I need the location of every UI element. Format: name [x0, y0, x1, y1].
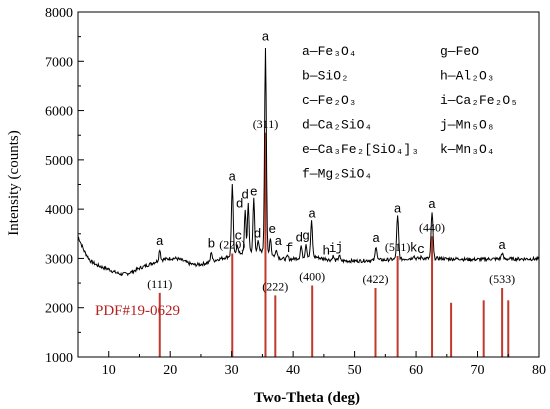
legend-entry: i—Ca₂Fe₂O₅ — [440, 93, 518, 108]
x-tick-label: 80 — [532, 363, 546, 378]
peak-marker: i — [329, 241, 337, 256]
peak-marker: b — [207, 237, 215, 252]
peak-marker: d — [295, 231, 303, 246]
peak-marker: a — [228, 170, 236, 185]
peak-marker: c — [235, 229, 243, 244]
peak-marker: a — [156, 234, 164, 249]
peak-marker: c — [417, 242, 425, 257]
reference-hkl-label: (533) — [489, 272, 515, 286]
y-tick-label: 1000 — [45, 351, 73, 366]
reference-hkl-label: (222) — [262, 279, 288, 293]
plot-frame — [77, 11, 540, 358]
legend-entry: g—FeO — [440, 44, 479, 59]
legend-entry: c—Fe₂O₃ — [302, 93, 357, 108]
y-axis-label: Intensity (counts) — [6, 130, 22, 235]
reference-hkl-label: (111) — [147, 277, 172, 291]
reference-hkl-label: (422) — [362, 272, 388, 286]
y-tick-label: 5000 — [45, 154, 73, 169]
y-tick-label: 4000 — [45, 203, 73, 218]
x-tick-label: 60 — [409, 363, 423, 378]
peak-marker: a — [308, 206, 316, 221]
y-tick-label: 8000 — [45, 6, 73, 21]
legend-entry: b—SiO₂ — [302, 69, 349, 84]
peak-marker: e — [268, 222, 276, 237]
legend-entry: h—Al₂O₃ — [440, 69, 495, 84]
peak-marker: j — [335, 240, 343, 255]
x-axis-label: Two-Theta (deg) — [254, 390, 360, 406]
peak-marker: k — [410, 240, 418, 255]
y-tick-label: 2000 — [45, 302, 73, 317]
peak-marker: d — [254, 227, 262, 242]
axis-ticks-layer: 10 20 30 40 50 60 70 80 1000 2000 3000 4000 5000 6000… — [45, 6, 546, 378]
peak-marker: g — [302, 229, 310, 244]
peak-marker: f — [286, 241, 294, 256]
peak-marker: a — [428, 197, 436, 212]
legend-entry: a—Fe₃O₄ — [302, 44, 357, 59]
reference-hkl-label: (220) — [219, 238, 245, 252]
peak-marker: h — [322, 243, 330, 258]
x-tick-label: 40 — [286, 363, 300, 378]
reference-hkl-label: (311) — [253, 117, 279, 131]
legend-entry: d—Ca₂SiO₄ — [302, 118, 372, 133]
x-tick-label: 20 — [163, 363, 177, 378]
x-tick-label: 10 — [102, 363, 116, 378]
diffraction-pattern-line — [77, 47, 540, 277]
x-tick-label: 50 — [348, 363, 362, 378]
peak-marker: a — [372, 231, 380, 246]
legend-entry: j—Mn₅O₈ — [440, 118, 495, 133]
reference-line-layer: (111) (220) (311) (222) (400) (422) (511) (440)… — [147, 117, 515, 357]
peak-marker: e — [250, 184, 258, 199]
y-tick-label: 3000 — [45, 252, 73, 267]
peak-marker: a — [262, 30, 270, 45]
peak-marker: d — [241, 188, 249, 203]
reference-hkl-label: (440) — [419, 220, 445, 234]
reference-hkl-label: (400) — [299, 270, 325, 284]
legend-entry: e—Ca₃Fe₂[SiO₄]₃ — [302, 142, 419, 157]
legend-entry: k—Mn₃O₄ — [440, 142, 495, 157]
peak-marker: a — [274, 234, 282, 249]
reference-hkl-label: (511) — [385, 240, 411, 254]
peak-marker: d — [236, 197, 244, 212]
pdf-card-label: PDF#19-0629 — [95, 303, 180, 319]
y-tick-label: 6000 — [45, 105, 73, 120]
legend-entry: f—Mg₂SiO₄ — [302, 167, 372, 182]
phase-legend: a—Fe₃O₄ b—SiO₂ c—Fe₂O₃ d—Ca₂SiO₄ e—Ca₃Fe₂[Si… — [302, 44, 518, 182]
peak-marker: a — [498, 238, 506, 253]
y-tick-label: 7000 — [45, 55, 73, 70]
x-tick-label: 70 — [471, 363, 485, 378]
x-tick-label: 30 — [225, 363, 239, 378]
peak-marker: a — [394, 202, 402, 217]
